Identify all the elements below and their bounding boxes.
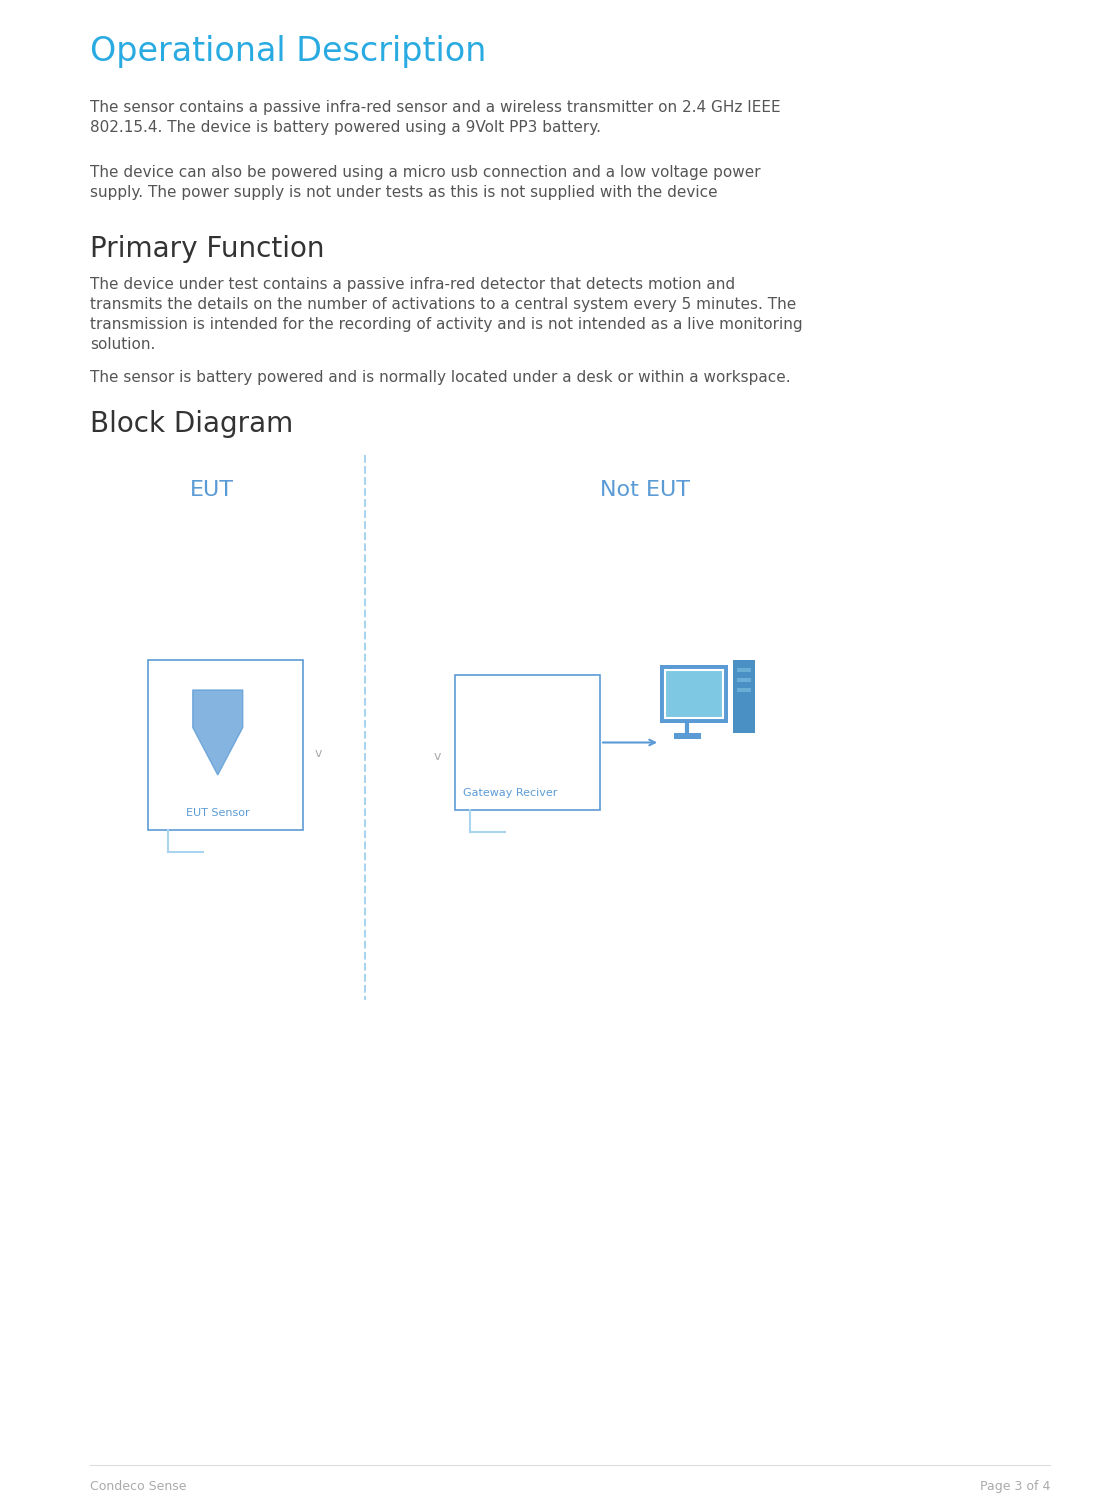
Text: Primary Function: Primary Function (90, 234, 324, 263)
Text: solution.: solution. (90, 337, 155, 352)
Bar (660, 665, 728, 723)
Bar (148, 661, 303, 830)
Text: The sensor is battery powered and is normally located under a desk or within a w: The sensor is battery powered and is nor… (90, 370, 791, 386)
Text: EUT: EUT (190, 479, 234, 500)
Polygon shape (193, 689, 243, 776)
Text: 802.15.4. The device is battery powered using a 9Volt PP3 battery.: 802.15.4. The device is battery powered … (90, 119, 601, 135)
Text: The sensor contains a passive infra-red sensor and a wireless transmitter on 2.4: The sensor contains a passive infra-red … (90, 100, 780, 115)
Text: EUT Sensor: EUT Sensor (186, 807, 250, 818)
Text: v: v (314, 747, 322, 761)
Text: Operational Description: Operational Description (90, 35, 486, 68)
Bar (665, 670, 723, 718)
Bar (737, 688, 752, 692)
Text: Not EUT: Not EUT (600, 479, 690, 500)
Text: transmission is intended for the recording of activity and is not intended as a : transmission is intended for the recordi… (90, 318, 803, 333)
Text: Gateway Reciver: Gateway Reciver (463, 788, 558, 798)
Bar (733, 661, 755, 733)
Text: transmits the details on the number of activations to a central system every 5 m: transmits the details on the number of a… (90, 296, 796, 311)
Text: v: v (434, 750, 440, 762)
Bar (455, 674, 600, 810)
Text: Block Diagram: Block Diagram (90, 410, 293, 438)
Text: Condeco Sense: Condeco Sense (90, 1480, 186, 1492)
Text: The device under test contains a passive infra-red detector that detects motion : The device under test contains a passive… (90, 277, 735, 292)
Bar (673, 733, 701, 739)
Bar (737, 677, 752, 682)
Bar (737, 668, 752, 671)
Text: The device can also be powered using a micro usb connection and a low voltage po: The device can also be powered using a m… (90, 165, 760, 180)
Text: Page 3 of 4: Page 3 of 4 (980, 1480, 1050, 1492)
Text: supply. The power supply is not under tests as this is not supplied with the dev: supply. The power supply is not under te… (90, 184, 718, 200)
